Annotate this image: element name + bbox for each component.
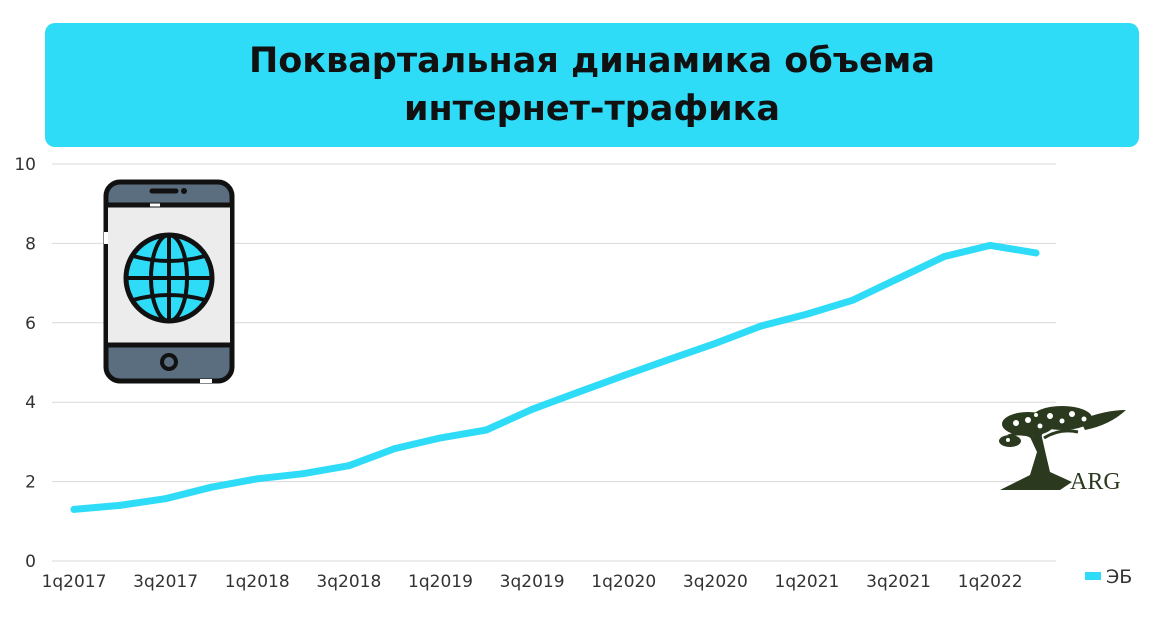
data-point	[803, 310, 811, 318]
x-tick-label: 1q2018	[225, 572, 290, 592]
data-point	[207, 483, 215, 491]
x-tick-label: 3q2017	[133, 572, 198, 592]
x-tick-label: 3q2019	[500, 572, 565, 592]
x-tick-label: 3q2018	[316, 572, 381, 592]
data-point	[482, 426, 490, 434]
x-tick-label: 1q2020	[591, 572, 656, 592]
smartphone-globe-icon	[103, 179, 235, 384]
data-point	[528, 405, 536, 413]
data-point	[70, 505, 78, 513]
series-layer	[70, 241, 1040, 513]
data-point	[620, 372, 628, 380]
data-point	[436, 434, 444, 442]
logo-text: ARG	[1070, 469, 1121, 495]
data-point	[391, 445, 399, 453]
x-tick-label: 3q2020	[683, 572, 748, 592]
x-tick-label: 1q2019	[408, 572, 473, 592]
y-axis-ticks: 0 2 4 6 8 10	[14, 155, 36, 572]
data-point	[711, 339, 719, 347]
y-tick-label: 2	[25, 473, 36, 493]
y-tick-label: 4	[25, 393, 36, 413]
y-tick-label: 6	[25, 314, 36, 334]
y-tick-label: 8	[25, 234, 36, 254]
x-axis-ticks: 1q2017 3q2017 1q2018 3q2018 1q2019 3q2019 1q20…	[42, 572, 1023, 592]
legend: ЭБ	[1085, 566, 1132, 588]
x-tick-label: 1q2022	[958, 572, 1023, 592]
data-point	[253, 475, 261, 483]
data-point	[345, 462, 353, 470]
data-point	[895, 274, 903, 282]
data-point	[162, 495, 170, 503]
data-point	[116, 501, 124, 509]
x-tick-label: 1q2021	[775, 572, 840, 592]
data-point	[1032, 249, 1040, 257]
y-tick-label: 10	[14, 155, 36, 175]
data-point	[574, 388, 582, 396]
data-point	[757, 322, 765, 330]
title-banner: Поквартальная динамика объема интернет-т…	[45, 23, 1139, 147]
data-point	[940, 253, 948, 261]
arg-tree-logo: ARG	[999, 406, 1126, 495]
legend-swatch	[1085, 572, 1101, 580]
data-point	[986, 241, 994, 249]
x-tick-label: 3q2021	[866, 572, 931, 592]
data-point	[849, 296, 857, 304]
title-line-2: интернет-трафика	[403, 89, 781, 129]
y-tick-label: 0	[25, 552, 36, 572]
x-tick-label: 1q2017	[42, 572, 107, 592]
legend-label-eb: ЭБ	[1106, 566, 1132, 588]
title-line-1: Поквартальная динамика объема	[248, 41, 936, 81]
series-line-0	[70, 241, 1040, 513]
data-point	[299, 470, 307, 478]
data-point	[666, 355, 674, 363]
